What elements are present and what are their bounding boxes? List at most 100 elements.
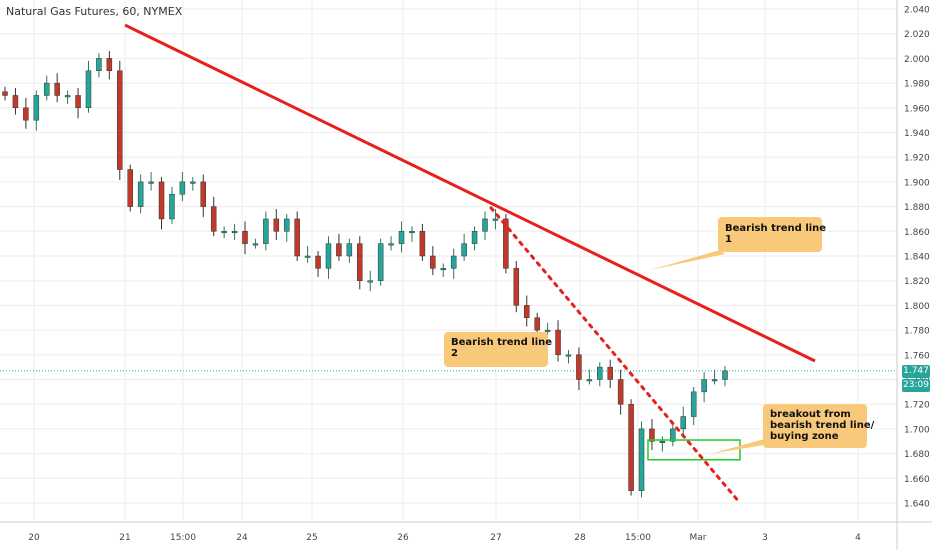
candle-body xyxy=(617,379,624,405)
candle-body xyxy=(534,317,540,331)
candle xyxy=(607,359,613,389)
candle-body xyxy=(367,280,373,283)
candle xyxy=(12,88,19,115)
candle xyxy=(346,238,353,263)
candle xyxy=(85,60,92,113)
candle-body xyxy=(336,243,342,257)
candle-body xyxy=(659,441,666,443)
y-tick-label: 2.020 xyxy=(904,30,930,40)
y-tick-label: 1.640 xyxy=(904,500,930,510)
x-tick-label: 28 xyxy=(574,533,586,543)
candle-body xyxy=(690,391,697,417)
x-tick-label: 25 xyxy=(306,533,317,543)
candle-body xyxy=(190,181,196,184)
candle-body xyxy=(315,255,321,269)
y-tick-label: 1.800 xyxy=(904,302,930,312)
candle xyxy=(158,176,165,230)
candle xyxy=(722,365,728,387)
candle-body xyxy=(440,268,447,271)
y-tick-label: 1.920 xyxy=(904,154,930,164)
candle-body xyxy=(607,366,613,380)
candle xyxy=(409,226,415,242)
candle-body xyxy=(325,243,332,269)
candle xyxy=(169,186,175,224)
candle-body xyxy=(273,218,280,232)
candle xyxy=(659,436,666,452)
candle-body xyxy=(117,70,123,170)
candle xyxy=(252,238,259,249)
x-tick-label: 3 xyxy=(762,533,768,543)
candle-body xyxy=(722,370,728,380)
candle xyxy=(148,172,154,191)
candle xyxy=(555,320,561,362)
candle xyxy=(492,209,499,230)
candle-body xyxy=(158,181,165,220)
last-price-tag: 1.747 xyxy=(902,365,930,378)
candle xyxy=(701,372,707,403)
y-tick-label: 2.000 xyxy=(904,55,930,65)
candle xyxy=(565,349,572,364)
candle xyxy=(242,221,248,255)
candle xyxy=(638,421,645,498)
candle-body xyxy=(2,91,8,96)
candle-body xyxy=(148,181,154,184)
candle xyxy=(388,236,394,251)
candle xyxy=(419,223,426,261)
annotation-trend-line-1: Bearish trend line 1 xyxy=(725,223,827,245)
candle-body xyxy=(482,218,488,232)
candle xyxy=(273,209,280,240)
y-tick-label: 1.700 xyxy=(904,425,930,435)
candle xyxy=(179,172,186,202)
candle xyxy=(628,399,634,496)
candle-body xyxy=(304,255,311,258)
buying-zone-box xyxy=(647,439,741,461)
callout-box-3 xyxy=(763,404,867,448)
y-tick-label: 1.980 xyxy=(904,80,930,90)
candle-body xyxy=(503,218,509,269)
candle-body xyxy=(513,268,520,306)
candle-body xyxy=(565,354,572,357)
candle-body xyxy=(75,95,81,109)
y-tick-label: 1.760 xyxy=(904,351,930,361)
x-tick-label: 27 xyxy=(490,533,501,543)
candle xyxy=(325,236,332,279)
candle-body xyxy=(54,82,60,96)
candle xyxy=(513,260,520,313)
candle-body xyxy=(12,95,19,109)
bearish-trend-line-1 xyxy=(124,23,816,363)
y-tick-label: 1.720 xyxy=(904,401,930,411)
candle xyxy=(544,322,551,336)
candle xyxy=(450,248,457,279)
candle-body xyxy=(555,329,561,356)
candle xyxy=(106,50,113,80)
x-tick-label: 20 xyxy=(28,533,40,543)
candle-body xyxy=(252,243,259,246)
x-tick-label: 24 xyxy=(236,533,248,543)
candle-body xyxy=(628,403,634,491)
candle-body xyxy=(711,379,718,382)
candle xyxy=(377,238,384,286)
candle-body xyxy=(544,329,551,332)
candle xyxy=(523,295,530,327)
candle xyxy=(482,211,488,240)
candle xyxy=(190,176,196,191)
candle xyxy=(398,221,405,253)
candle xyxy=(430,246,436,276)
candle xyxy=(221,226,227,239)
candle-body xyxy=(221,231,227,234)
candle-body xyxy=(106,58,113,72)
annotation-trend-line-2: Bearish trend line 2 xyxy=(451,337,553,359)
candle xyxy=(43,75,50,101)
candle xyxy=(711,369,718,385)
candle-body xyxy=(430,255,436,269)
candle xyxy=(304,246,311,263)
y-tick-label: 2.040 xyxy=(904,6,930,16)
candle-body xyxy=(680,416,687,430)
candle-body xyxy=(43,82,50,96)
candle-body xyxy=(96,58,102,72)
candle xyxy=(54,73,60,103)
candle xyxy=(471,226,478,251)
candle xyxy=(315,251,321,277)
